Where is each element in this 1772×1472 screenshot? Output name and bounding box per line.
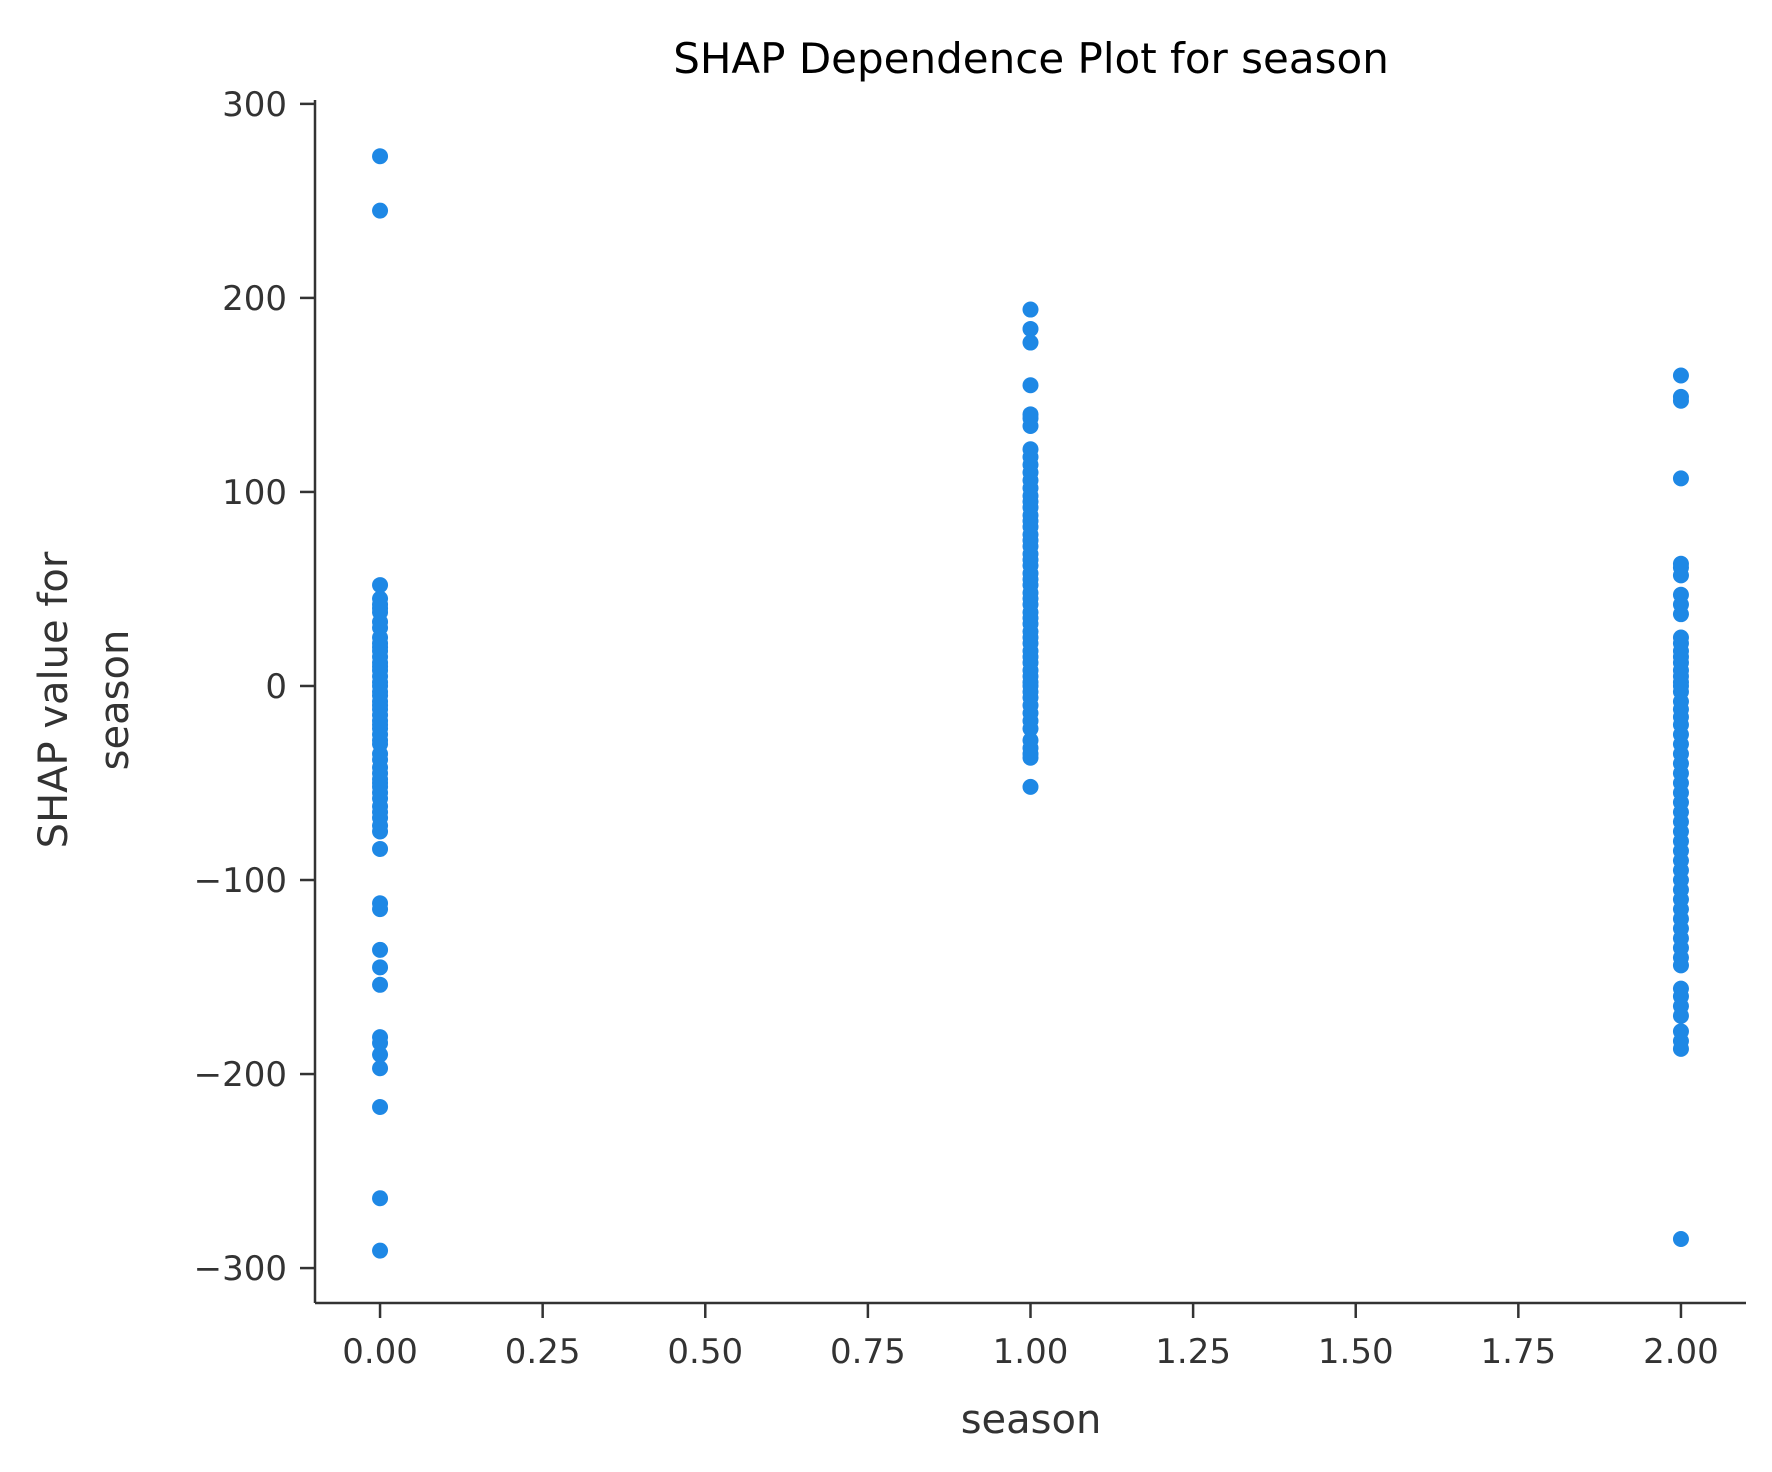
data-point [1672, 1040, 1689, 1057]
data-point [372, 1190, 389, 1207]
data-point [372, 959, 389, 976]
data-point [372, 202, 389, 219]
y-tick-label: 100 [222, 473, 287, 513]
data-point [1022, 320, 1039, 337]
data-point [1672, 957, 1689, 974]
x-tick-label: 0.00 [342, 1332, 418, 1372]
y-axis-label-line-1: SHAP value for [31, 551, 77, 848]
y-tick-label: 300 [222, 85, 287, 125]
data-point [372, 941, 389, 958]
data-point [1672, 1230, 1689, 1247]
data-point [1672, 606, 1689, 623]
data-point [1672, 567, 1689, 584]
chart-title: SHAP Dependence Plot for season [673, 34, 1389, 83]
data-point [372, 1099, 389, 1116]
x-tick-label: 2.00 [1643, 1332, 1719, 1372]
data-point [1022, 778, 1039, 795]
y-tick-label: −100 [194, 861, 287, 901]
data-point [372, 1034, 389, 1051]
data-point [1672, 1007, 1689, 1024]
data-point [372, 1046, 389, 1063]
x-tick-label: 1.25 [1155, 1332, 1231, 1372]
data-point [1022, 749, 1039, 766]
data-point [372, 148, 389, 165]
y-tick-label: 200 [222, 279, 287, 319]
data-points [372, 148, 1689, 1259]
x-tick-label: 0.75 [830, 1332, 906, 1372]
data-point [1022, 334, 1039, 351]
x-axis-ticks: 0.00 0.25 0.50 0.75 1.00 1.25 1.50 1.75 2.00 [342, 1303, 1719, 1372]
data-point [1022, 720, 1039, 737]
data-point [1022, 417, 1039, 434]
data-point [1022, 301, 1039, 318]
data-point [372, 1242, 389, 1259]
x-tick-label: 0.50 [667, 1332, 743, 1372]
x-tick-label: 1.75 [1480, 1332, 1556, 1372]
y-axis-label-line-2: season [92, 630, 138, 771]
x-axis-label: season [961, 1397, 1102, 1443]
data-point [372, 901, 389, 918]
data-point [1672, 470, 1689, 487]
data-point [1672, 367, 1689, 384]
data-point [372, 577, 389, 594]
data-point [1672, 392, 1689, 409]
y-tick-label: 0 [265, 667, 287, 707]
x-tick-label: 0.25 [505, 1332, 581, 1372]
y-tick-label: −200 [194, 1055, 287, 1095]
data-point [372, 1060, 389, 1077]
y-tick-label: −300 [194, 1249, 287, 1289]
y-axis-ticks: 300 200 100 0 −100 −200 −300 [194, 85, 315, 1289]
data-point [372, 840, 389, 857]
x-tick-label: 1.50 [1318, 1332, 1394, 1372]
data-point [1022, 377, 1039, 394]
x-tick-label: 1.00 [993, 1332, 1069, 1372]
data-point [372, 823, 389, 840]
data-point [372, 976, 389, 993]
